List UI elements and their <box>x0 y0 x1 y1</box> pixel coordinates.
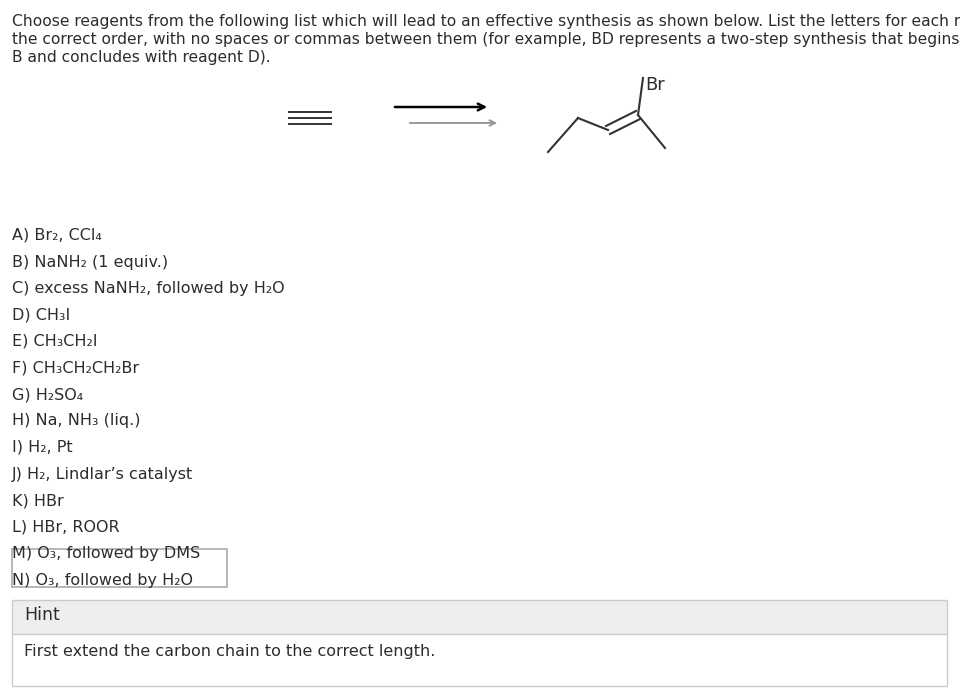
Text: E) CH₃CH₂I: E) CH₃CH₂I <box>12 334 98 349</box>
Text: A) Br₂, CCl₄: A) Br₂, CCl₄ <box>12 228 102 243</box>
Text: I) H₂, Pt: I) H₂, Pt <box>12 440 73 455</box>
FancyBboxPatch shape <box>12 549 227 587</box>
Text: D) CH₃I: D) CH₃I <box>12 307 70 323</box>
Text: B) NaNH₂ (1 equiv.): B) NaNH₂ (1 equiv.) <box>12 255 168 270</box>
Text: Hint: Hint <box>24 606 60 624</box>
Text: Br: Br <box>645 76 664 94</box>
Text: Choose reagents from the following list which will lead to an effective synthesi: Choose reagents from the following list … <box>12 14 960 29</box>
Text: L) HBr, ROOR: L) HBr, ROOR <box>12 519 120 535</box>
Text: H) Na, NH₃ (liq.): H) Na, NH₃ (liq.) <box>12 414 140 428</box>
Text: C) excess NaNH₂, followed by H₂O: C) excess NaNH₂, followed by H₂O <box>12 281 284 296</box>
Text: K) HBr: K) HBr <box>12 493 63 508</box>
FancyBboxPatch shape <box>12 600 947 634</box>
Text: N) O₃, followed by H₂O: N) O₃, followed by H₂O <box>12 573 193 587</box>
Text: the correct order, with no spaces or commas between them (for example, BD repres: the correct order, with no spaces or com… <box>12 32 960 47</box>
Text: F) CH₃CH₂CH₂Br: F) CH₃CH₂CH₂Br <box>12 360 139 375</box>
Text: J) H₂, Lindlar’s catalyst: J) H₂, Lindlar’s catalyst <box>12 466 193 482</box>
FancyBboxPatch shape <box>12 634 947 686</box>
Text: B and concludes with reagent D).: B and concludes with reagent D). <box>12 50 271 65</box>
Text: G) H₂SO₄: G) H₂SO₄ <box>12 387 84 402</box>
Text: First extend the carbon chain to the correct length.: First extend the carbon chain to the cor… <box>24 644 436 659</box>
Text: M) O₃, followed by DMS: M) O₃, followed by DMS <box>12 546 201 561</box>
